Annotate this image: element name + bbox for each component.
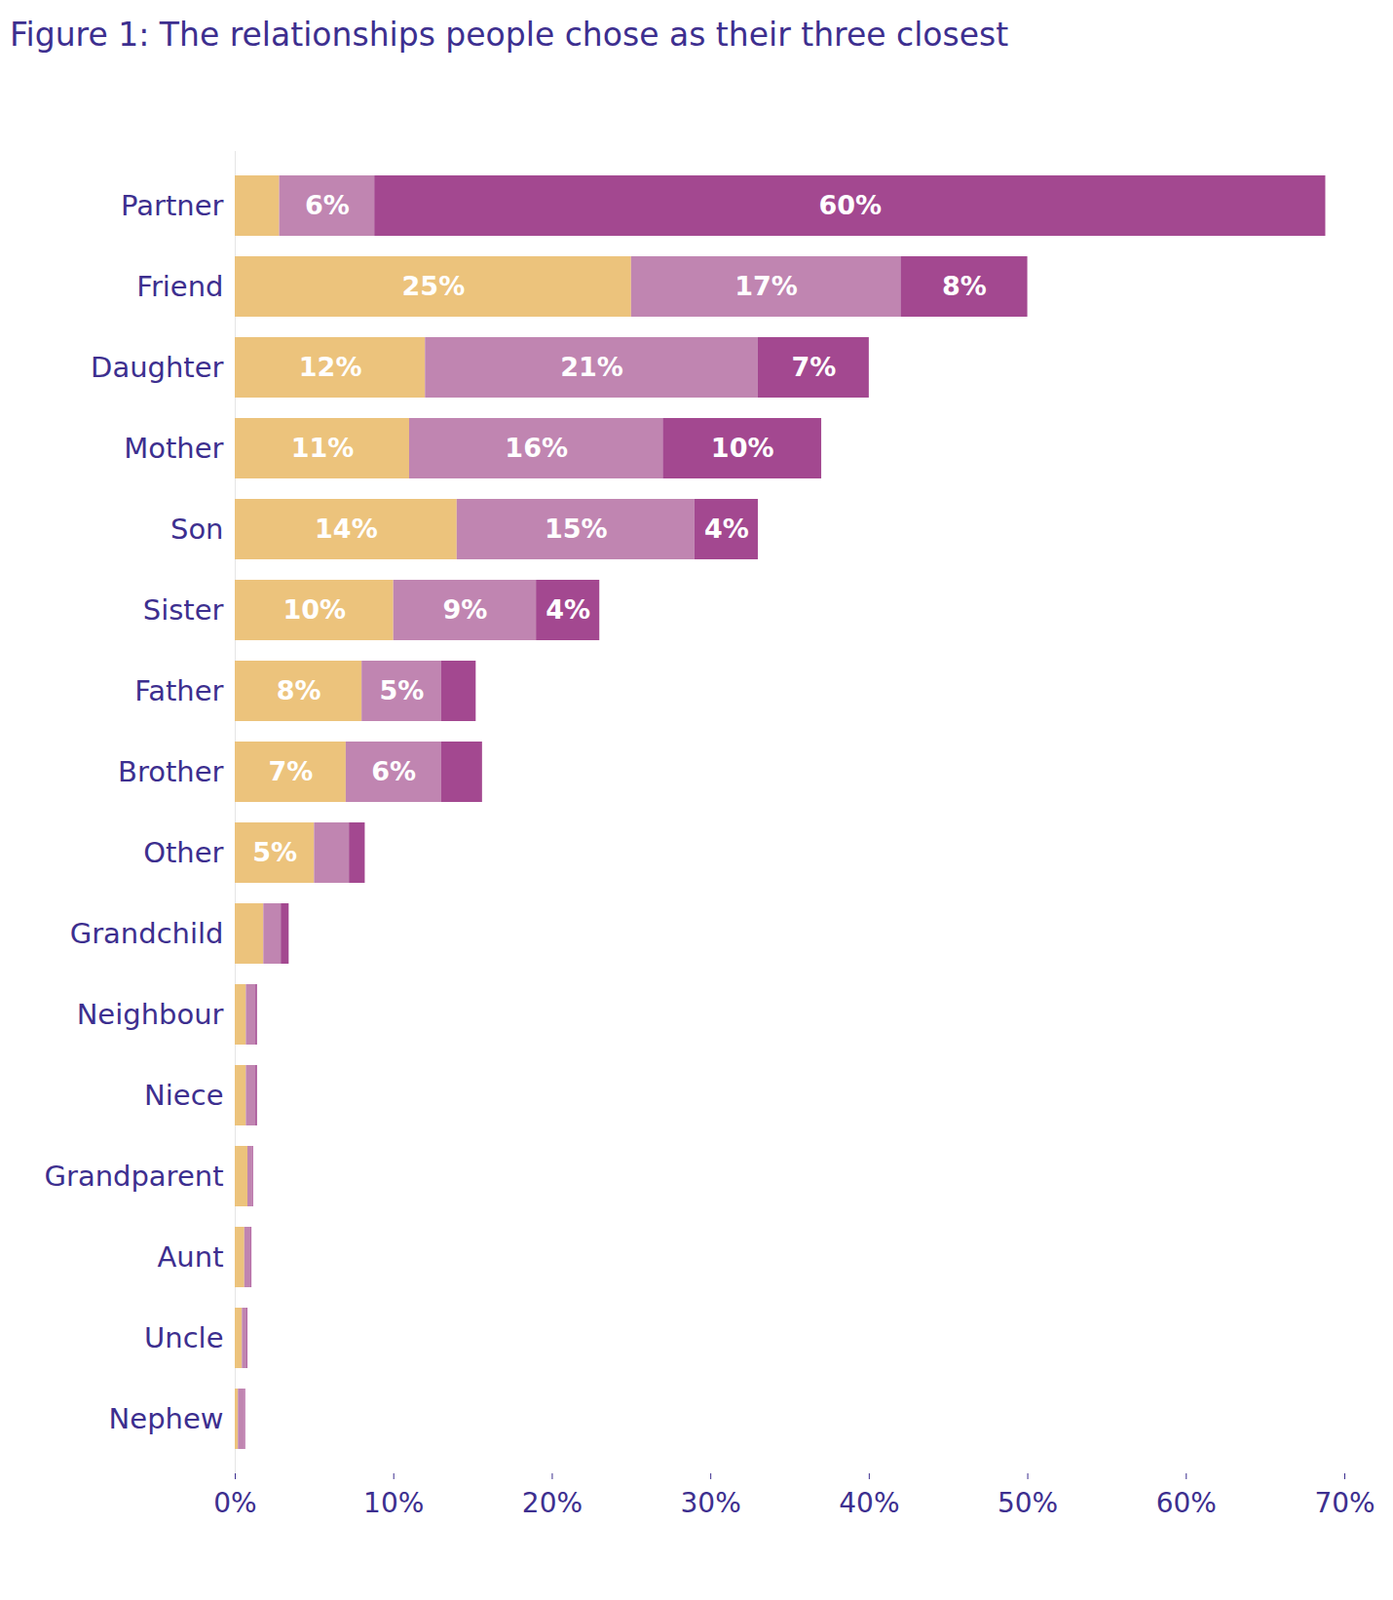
svg-text:Niece: Niece [144,1078,224,1112]
svg-text:0%: 0% [213,1486,257,1519]
svg-text:20%: 20% [522,1486,583,1519]
svg-text:30%: 30% [680,1486,742,1519]
svg-text:11%: 11% [291,432,355,463]
svg-text:Father: Father [134,674,224,708]
svg-text:Grandchild: Grandchild [70,916,225,950]
svg-text:40%: 40% [838,1486,900,1519]
svg-text:9%: 9% [443,594,489,625]
svg-text:Mother: Mother [123,431,224,465]
svg-text:5%: 5% [378,675,424,706]
svg-text:Friend: Friend [136,269,224,303]
svg-text:Uncle: Uncle [144,1320,224,1355]
svg-text:Neighbour: Neighbour [76,997,225,1031]
svg-text:50%: 50% [997,1486,1058,1519]
svg-text:60%: 60% [819,189,883,221]
svg-text:Partner: Partner [120,188,224,223]
svg-text:70%: 70% [1314,1486,1375,1519]
svg-text:15%: 15% [544,513,608,544]
html-text:Figure 1: The relationships pe: Figure 1: The relationships people chose… [9,15,1009,54]
svg-text:Sister: Sister [143,593,225,627]
svg-text:10%: 10% [711,432,775,463]
svg-text:4%: 4% [545,594,591,625]
svg-text:8%: 8% [276,675,322,706]
svg-text:17%: 17% [734,270,798,302]
svg-text:10%: 10% [283,594,347,625]
svg-text:Son: Son [170,512,225,546]
svg-text:Grandparent: Grandparent [43,1159,224,1193]
svg-text:5%: 5% [252,836,298,867]
svg-text:Nephew: Nephew [109,1401,225,1435]
svg-text:12%: 12% [299,351,363,382]
svg-text:21%: 21% [560,351,624,382]
svg-text:60%: 60% [1156,1486,1217,1519]
svg-text:7%: 7% [790,351,836,382]
svg-text:25%: 25% [402,270,466,302]
svg-text:14%: 14% [314,513,378,544]
svg-text:16%: 16% [504,432,568,463]
svg-text:4%: 4% [704,513,750,544]
svg-text:10%: 10% [363,1486,424,1519]
svg-text:8%: 8% [941,270,987,302]
svg-text:Aunt: Aunt [157,1240,225,1274]
svg-text:Other: Other [143,835,224,869]
svg-text:7%: 7% [268,755,314,787]
svg-text:Daughter: Daughter [90,350,224,384]
svg-text:Brother: Brother [117,754,225,789]
svg-text:6%: 6% [304,189,350,221]
svg-text:6%: 6% [371,755,416,787]
